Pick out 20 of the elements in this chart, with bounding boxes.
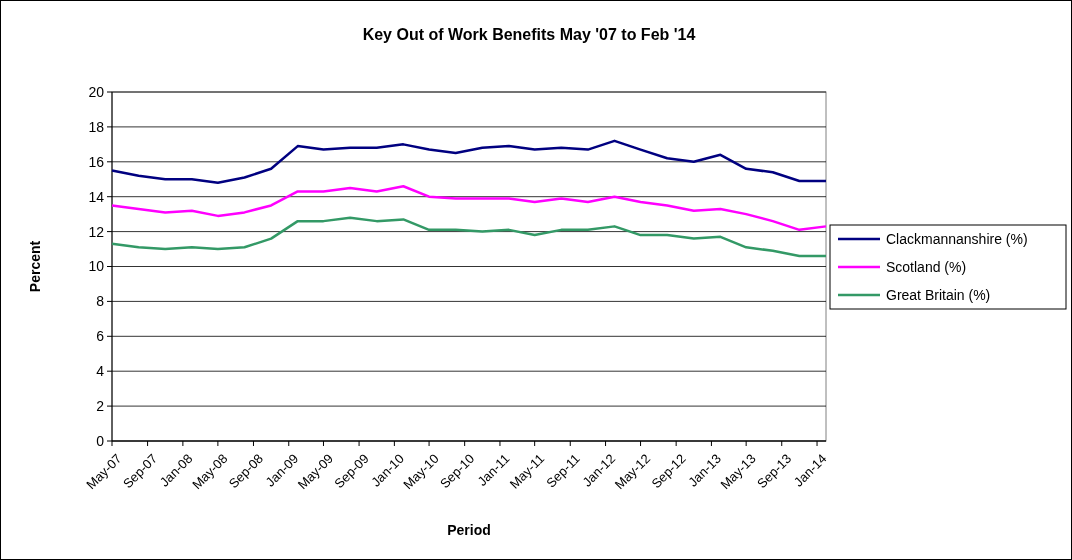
y-tick-label: 2	[96, 398, 105, 414]
y-tick-label: 8	[96, 293, 105, 310]
y-tick-label: 0	[96, 432, 105, 449]
y-tick-label: 10	[88, 258, 105, 275]
y-tick-label: 12	[88, 223, 105, 240]
y-tick-label: 6	[96, 328, 105, 345]
chart-title: Key Out of Work Benefits May '07 to Feb '14	[362, 26, 696, 43]
legend-label: Great Britain (%)	[886, 286, 991, 303]
x-axis-title: Period	[447, 522, 491, 538]
y-tick-label: 14	[88, 188, 105, 205]
y-tick-label: 18	[88, 118, 105, 135]
y-tick-label: 4	[96, 363, 105, 380]
y-axis-title: Percent	[27, 240, 43, 293]
legend-label: Scotland (%)	[886, 258, 967, 275]
line-series	[110, 216, 828, 258]
legend-label: Clackmannanshire (%)	[886, 230, 1028, 247]
y-tick-label: 16	[88, 153, 105, 170]
line-series	[110, 139, 828, 184]
y-tick-label: 20	[88, 83, 105, 100]
line-series	[110, 184, 828, 232]
